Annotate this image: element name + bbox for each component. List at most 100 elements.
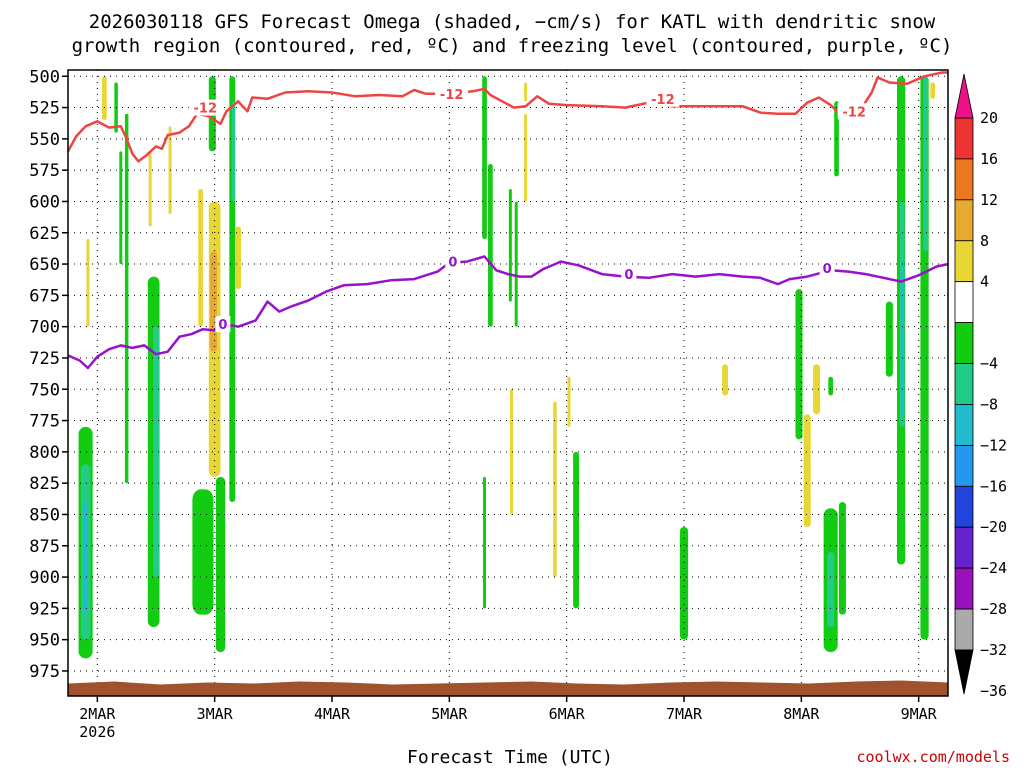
omega-region-29 bbox=[553, 401, 557, 578]
minus12-label-bg-2 bbox=[646, 90, 680, 107]
colorbar-bin-7 bbox=[954, 404, 974, 446]
omega-region-47 bbox=[923, 76, 929, 252]
colorbar-label-10: −24 bbox=[980, 559, 1007, 577]
colorbar-label-6: −8 bbox=[980, 395, 998, 413]
x-tick-label-4: 4MAR bbox=[314, 705, 351, 723]
freezing-label-bg-3 bbox=[819, 259, 835, 276]
omega-region-42 bbox=[885, 301, 893, 377]
y-tick-label-775: 775 bbox=[29, 412, 60, 432]
y-axis: 500 525 550 575 600 625 650 675 700 725 750 775 800 8… bbox=[29, 67, 68, 682]
chart-title-line-2: growth region (contoured, red, ºC) and f… bbox=[72, 35, 953, 57]
omega-region-13 bbox=[215, 476, 226, 653]
omega-region-25 bbox=[483, 476, 487, 609]
y-tick-label-975: 975 bbox=[29, 662, 60, 682]
colorbar: 20 16 12 8 4 −4 −8 −12 −16 −20 −24 −28 −32 −36 bbox=[954, 73, 1007, 700]
y-tick-label-725: 725 bbox=[29, 349, 60, 369]
y-tick-label-750: 750 bbox=[29, 380, 60, 400]
colorbar-bin-5 bbox=[954, 322, 974, 364]
colorbar-bin-3 bbox=[954, 240, 974, 283]
x-axis-label: Forecast Time (UTC) bbox=[407, 747, 613, 768]
minus12-label-bg-0 bbox=[188, 99, 222, 116]
freezing-label-bg-0 bbox=[215, 316, 231, 333]
colorbar-bin-4 bbox=[954, 281, 974, 324]
y-tick-label-925: 925 bbox=[29, 599, 60, 619]
freezing-label-bg-2 bbox=[621, 266, 637, 283]
omega-region-30 bbox=[567, 376, 571, 427]
x-tick-label-6: 6MAR bbox=[549, 705, 586, 723]
omega-region-12 bbox=[192, 489, 214, 615]
omega-region-21 bbox=[482, 76, 487, 240]
omega-region-10 bbox=[148, 151, 152, 227]
colorbar-bin-9 bbox=[954, 485, 974, 528]
x-tick-label-2: 2MAR bbox=[79, 705, 116, 723]
y-tick-label-625: 625 bbox=[29, 224, 60, 244]
colorbar-bin-8 bbox=[954, 444, 974, 487]
y-tick-label-950: 950 bbox=[29, 631, 60, 651]
credit-link[interactable]: coolwx.com/models bbox=[856, 748, 1010, 766]
contour-lines: -12 -12 -12 -12 0 0 0 0 bbox=[66, 71, 949, 370]
y-tick-label-900: 900 bbox=[29, 568, 60, 588]
omega-region-45 bbox=[900, 264, 904, 415]
y-tick-label-850: 850 bbox=[29, 505, 60, 525]
grid bbox=[68, 70, 948, 696]
freezing-label-bg-1 bbox=[445, 253, 461, 270]
colorbar-label-2: 12 bbox=[980, 191, 998, 209]
minus12-label-bg-3 bbox=[837, 103, 871, 120]
x-tick-label-5: 5MAR bbox=[431, 705, 468, 723]
minus12-label-bg-1 bbox=[435, 85, 469, 102]
chart-title-line-1: 2026030118 GFS Forecast Omega (shaded, −… bbox=[89, 11, 936, 33]
omega-region-26 bbox=[524, 82, 528, 102]
omega-region-22 bbox=[488, 163, 493, 327]
freezing-label-1: 0 bbox=[448, 256, 457, 271]
colorbar-bin-11 bbox=[954, 567, 974, 610]
minus12-label-2: -12 bbox=[651, 93, 675, 108]
omega-region-19 bbox=[231, 101, 236, 202]
colorbar-label-5: −4 bbox=[980, 355, 998, 373]
omega-region-17 bbox=[209, 251, 218, 352]
colorbar-label-8: −16 bbox=[980, 477, 1007, 495]
omega-region-15 bbox=[198, 188, 203, 327]
omega-region-32 bbox=[679, 526, 689, 640]
omega-region-20 bbox=[235, 226, 242, 290]
y-tick-label-650: 650 bbox=[29, 255, 60, 275]
x-tick-sublabel-2: 2026 bbox=[79, 723, 115, 741]
omega-region-27 bbox=[524, 113, 528, 202]
y-tick-label-700: 700 bbox=[29, 318, 60, 338]
colorbar-bin-1 bbox=[954, 158, 974, 201]
colorbar-label-7: −12 bbox=[980, 436, 1007, 454]
colorbar-bin-0 bbox=[954, 117, 974, 160]
colorbar-label-9: −20 bbox=[980, 518, 1007, 536]
colorbar-top-arrow bbox=[954, 73, 974, 119]
colorbar-label-11: −28 bbox=[980, 600, 1007, 618]
colorbar-bin-12 bbox=[954, 608, 974, 651]
y-tick-label-875: 875 bbox=[29, 537, 60, 557]
omega-region-24 bbox=[514, 201, 518, 327]
freezing-label-3: 0 bbox=[823, 262, 832, 277]
omega-region-40 bbox=[838, 501, 846, 615]
y-tick-label-525: 525 bbox=[29, 99, 60, 119]
omega-shading bbox=[78, 76, 936, 659]
minus12-label-0: -12 bbox=[194, 102, 218, 117]
x-tick-label-3: 3MAR bbox=[197, 705, 234, 723]
omega-region-4 bbox=[86, 239, 90, 327]
omega-region-1 bbox=[124, 113, 129, 484]
colorbar-label-12: −32 bbox=[980, 641, 1007, 659]
y-tick-label-575: 575 bbox=[29, 161, 60, 181]
freezing-label-0: 0 bbox=[218, 318, 227, 333]
y-tick-label-500: 500 bbox=[29, 67, 60, 87]
omega-region-0 bbox=[102, 76, 107, 121]
y-tick-label-600: 600 bbox=[29, 192, 60, 212]
omega-region-9 bbox=[153, 326, 159, 578]
freezing-label-2: 0 bbox=[624, 268, 633, 283]
omega-region-31 bbox=[573, 451, 579, 609]
omega-region-37 bbox=[828, 376, 834, 396]
plot-frame bbox=[67, 69, 949, 697]
omega-region-36 bbox=[813, 364, 821, 415]
colorbar-label-1: 16 bbox=[980, 150, 998, 168]
colorbar-label-13: −36 bbox=[980, 682, 1007, 700]
colorbar-bin-6 bbox=[954, 363, 974, 405]
colorbar-label-3: 8 bbox=[980, 232, 989, 250]
y-tick-label-675: 675 bbox=[29, 286, 60, 306]
